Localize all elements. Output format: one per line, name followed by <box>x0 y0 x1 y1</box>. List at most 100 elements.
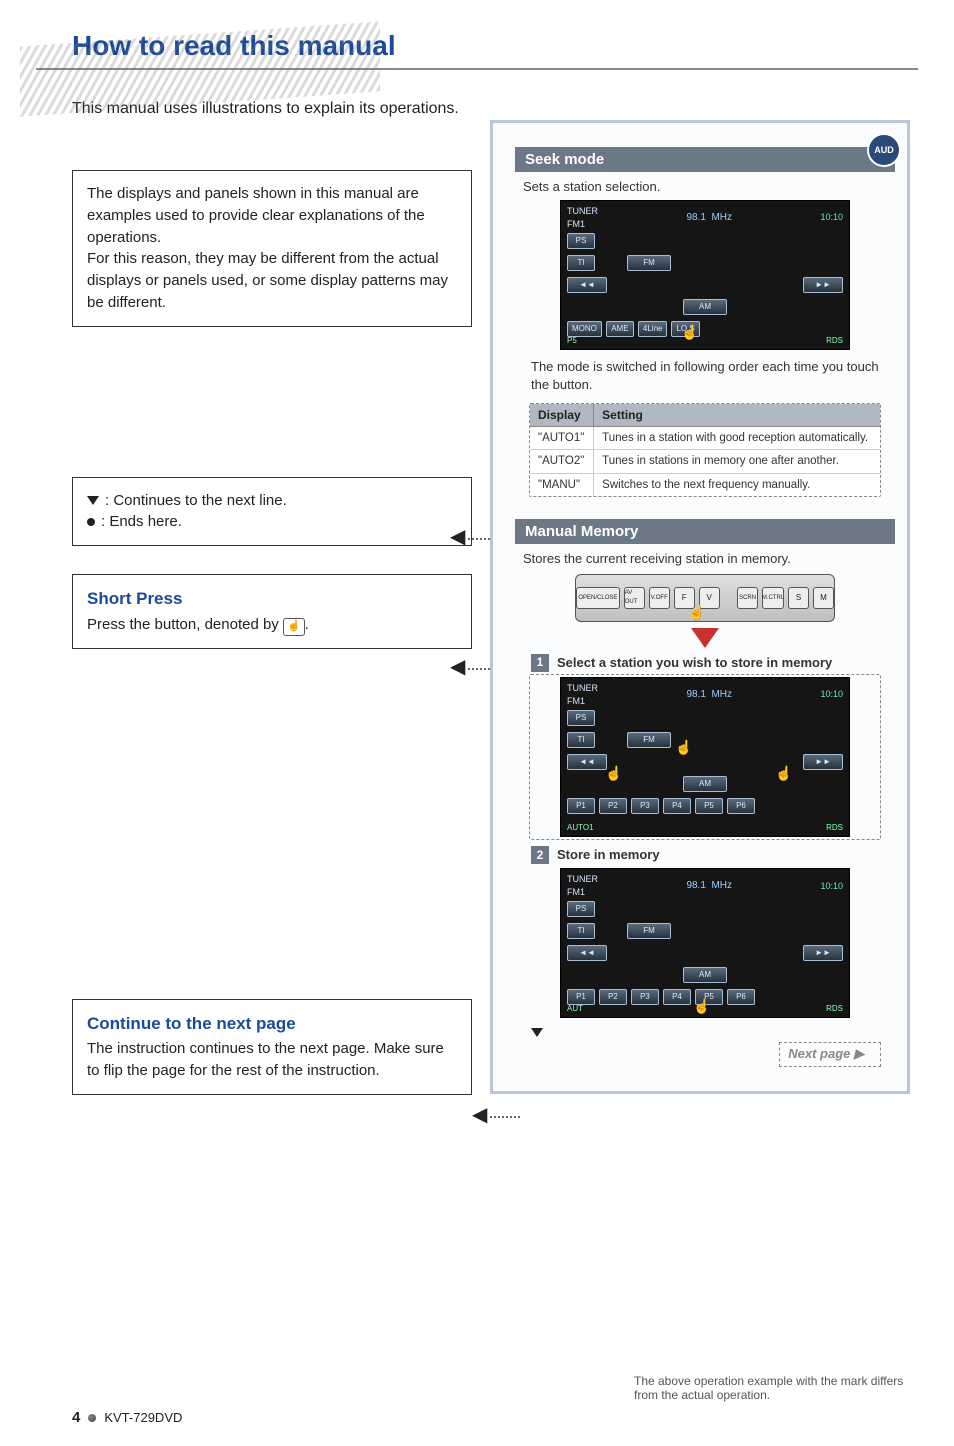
seek-mode-title: Seek mode <box>525 151 604 168</box>
mm-stores: Stores the current receiving station in … <box>523 550 887 568</box>
cp-btn[interactable]: SCRN <box>737 587 758 609</box>
cp-btn[interactable]: M <box>813 587 834 609</box>
triangle-down-icon <box>87 496 99 505</box>
cp-btn[interactable]: AV OUT <box>624 587 645 609</box>
ss-btn-next[interactable]: ►► <box>803 754 843 770</box>
step-2-row: 2 Store in memory <box>531 846 879 864</box>
next-page-title: Continue to the next page <box>87 1012 457 1037</box>
ss-freq: 98.1 <box>686 880 705 891</box>
ss-btn-ti[interactable]: TI <box>567 255 595 271</box>
ss-top: TUNER FM1 98.1 MHz 10:10 <box>561 678 849 707</box>
ss-rds: RDS <box>826 1003 843 1014</box>
table-row: "MANU" Switches to the next frequency ma… <box>530 473 880 496</box>
touch-cursor-icon: ☝ <box>688 603 705 623</box>
manual-memory-header: Manual Memory <box>515 519 895 544</box>
left-callouts: The displays and panels shown in this ma… <box>72 170 472 1115</box>
ss-row: AM <box>561 296 849 318</box>
ss-btn-am[interactable]: AM <box>683 299 727 315</box>
seek-table-frame: Display Setting "AUTO1" Tunes in a stati… <box>529 403 881 497</box>
ss-preset[interactable]: P5 <box>695 798 723 814</box>
ss-btn-fm[interactable]: FM <box>627 255 671 271</box>
ss-preset[interactable]: P6 <box>727 798 755 814</box>
ss-preset[interactable]: P2 <box>599 798 627 814</box>
seek-sets: Sets a station selection. <box>523 178 887 196</box>
short-press-body-row: Press the button, denoted by ☝. <box>87 614 457 636</box>
cell-setting: Switches to the next frequency manually. <box>594 473 880 496</box>
cell-display: "MANU" <box>530 473 594 496</box>
step-num: 1 <box>531 654 549 672</box>
ss-btn-prev[interactable]: ◄◄ <box>567 277 607 293</box>
ss-btn-prev[interactable]: ◄◄ <box>567 754 607 770</box>
ss-btn[interactable]: AM <box>683 967 727 983</box>
ss-title: TUNER <box>567 874 598 884</box>
ss-band: FM1 <box>567 219 585 229</box>
step-text: Store in memory <box>557 846 879 864</box>
ss-btn[interactable]: TI <box>567 732 595 748</box>
ss-btn-next[interactable]: ►► <box>803 277 843 293</box>
touch-cursor-icon: ☝ <box>681 323 699 341</box>
ss-status-right: RDS <box>826 335 843 346</box>
callout-displays-note: The displays and panels shown in this ma… <box>72 170 472 327</box>
callout-short-press: Short Press Press the button, denoted by… <box>72 574 472 649</box>
cell-display: "AUTO2" <box>530 450 594 473</box>
ss-unit: MHz <box>711 689 732 700</box>
next-page-label: Next page ▶ <box>788 1046 864 1061</box>
touch-cursor-icon: ☝ <box>605 764 623 782</box>
ss-top: TUNER FM1 98.1 MHz 10:10 <box>561 869 849 898</box>
ss-btn[interactable]: PS <box>567 901 595 917</box>
ss-title: TUNER <box>567 206 598 216</box>
callout-continues: : Continues to the next line. : Ends her… <box>72 477 472 547</box>
ss-btn[interactable]: FM <box>627 923 671 939</box>
touch-long-cursor-icon: ☝ <box>693 997 711 1015</box>
ss-freq: 98.1 <box>686 689 705 700</box>
ss-btn[interactable]: FM <box>627 732 671 748</box>
cp-btn[interactable]: M.CTRL <box>762 587 784 609</box>
ss-btn-next[interactable]: ►► <box>803 945 843 961</box>
footer-dot-icon <box>88 1414 96 1422</box>
page-footer: 4 KVT-729DVD <box>72 1409 182 1426</box>
cp-btn[interactable]: V.OFF <box>649 587 670 609</box>
step-text: Select a station you wish to store in me… <box>557 654 879 672</box>
cell-setting: Tunes in stations in memory one after an… <box>594 450 880 473</box>
ss-btn-prev[interactable]: ◄◄ <box>567 945 607 961</box>
example-panel: Seek mode AUD Sets a station selection. … <box>490 120 910 1094</box>
leader-arrow-icon: ◀ <box>450 524 465 549</box>
ss-row: PS <box>561 230 849 252</box>
ss-status-left: P5 <box>567 335 577 346</box>
ss-row: ◄◄ ►► <box>561 274 849 296</box>
touch-cursor-icon: ☝ <box>775 764 793 782</box>
ends-text: : Ends here. <box>101 511 182 533</box>
ss-btn[interactable]: AM <box>683 776 727 792</box>
continues-text: : Continues to the next line. <box>105 490 287 512</box>
ss-rds: RDS <box>826 822 843 833</box>
ss-time: 10:10 <box>820 688 843 701</box>
ss-btn[interactable]: TI <box>567 923 595 939</box>
cp-btn[interactable]: S <box>788 587 809 609</box>
col-setting: Setting <box>594 404 880 427</box>
ss-title: TUNER <box>567 683 598 693</box>
ss-preset[interactable]: P1 <box>567 798 595 814</box>
ss-btn[interactable]: PS <box>567 710 595 726</box>
ss-unit: MHz <box>711 880 732 891</box>
callout-text: The displays and panels shown in this ma… <box>87 185 448 311</box>
ss-preset[interactable]: P4 <box>663 798 691 814</box>
leader-dots <box>490 1116 520 1118</box>
cp-btn[interactable]: OPEN/CLOSE <box>576 587 620 609</box>
seek-mode-header: Seek mode AUD <box>515 147 895 172</box>
continues-line: : Continues to the next line. <box>87 490 457 512</box>
seek-after: The mode is switched in following order … <box>523 356 887 402</box>
red-arrow-down-icon <box>691 628 719 648</box>
control-panel: OPEN/CLOSE AV OUT V.OFF F V SCRN M.CTRL … <box>575 574 835 622</box>
ss-preset[interactable]: P3 <box>631 798 659 814</box>
ss-freq: 98.1 <box>686 212 705 223</box>
ss-top: TUNER FM1 98.1 MHz 10:10 <box>561 201 849 230</box>
bullet-dot-icon <box>87 518 95 526</box>
mm-screenshot2: TUNER FM1 98.1 MHz 10:10 PS TI FM ◄◄ ►► <box>560 868 850 1018</box>
down-triangle-row <box>531 1024 887 1042</box>
leader-arrow-icon: ◀ <box>450 654 465 679</box>
ss-btn-ps[interactable]: PS <box>567 233 595 249</box>
mm-screenshot1: TUNER FM1 98.1 MHz 10:10 PS TI FM ◄◄ <box>560 677 850 837</box>
col-display: Display <box>530 404 594 427</box>
ss-unit: MHz <box>711 212 732 223</box>
aud-badge-icon: AUD <box>867 133 901 167</box>
